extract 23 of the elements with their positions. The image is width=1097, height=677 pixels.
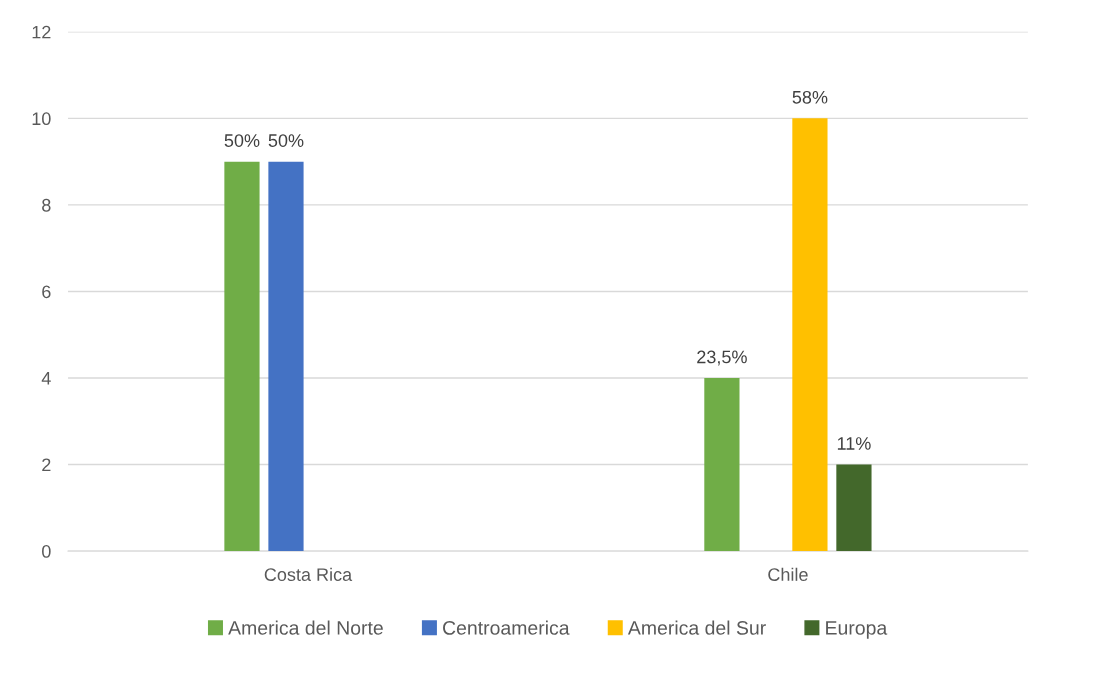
annotation: 23,5% [697,350,747,366]
legend-label: America del Sur [627,620,766,635]
bar [836,464,872,552]
x-tick-label: Chile [768,567,808,582]
annotation: 58% [792,90,828,104]
legend-label: Centroamerica [443,620,570,635]
y-tick-label: 12 [32,25,51,39]
legend-label: America del Norte [228,620,383,635]
bar [224,161,260,552]
annotation: 11% [837,437,871,450]
y-tick-label: 4 [41,372,51,385]
y-tick-label: 8 [42,198,51,212]
y-tick-label: 10 [32,112,51,126]
annotation: 50% [268,134,304,147]
legend-label: Europa [826,621,888,639]
y-tick-label: 2 [42,458,51,472]
bar [704,377,740,552]
annotation: 50% [224,134,260,147]
y-tick-label: 6 [42,285,51,299]
bar [792,118,828,552]
y-tick-label: 0 [42,545,51,558]
x-tick-label: Costa Rica [264,567,353,582]
bar [268,161,304,552]
